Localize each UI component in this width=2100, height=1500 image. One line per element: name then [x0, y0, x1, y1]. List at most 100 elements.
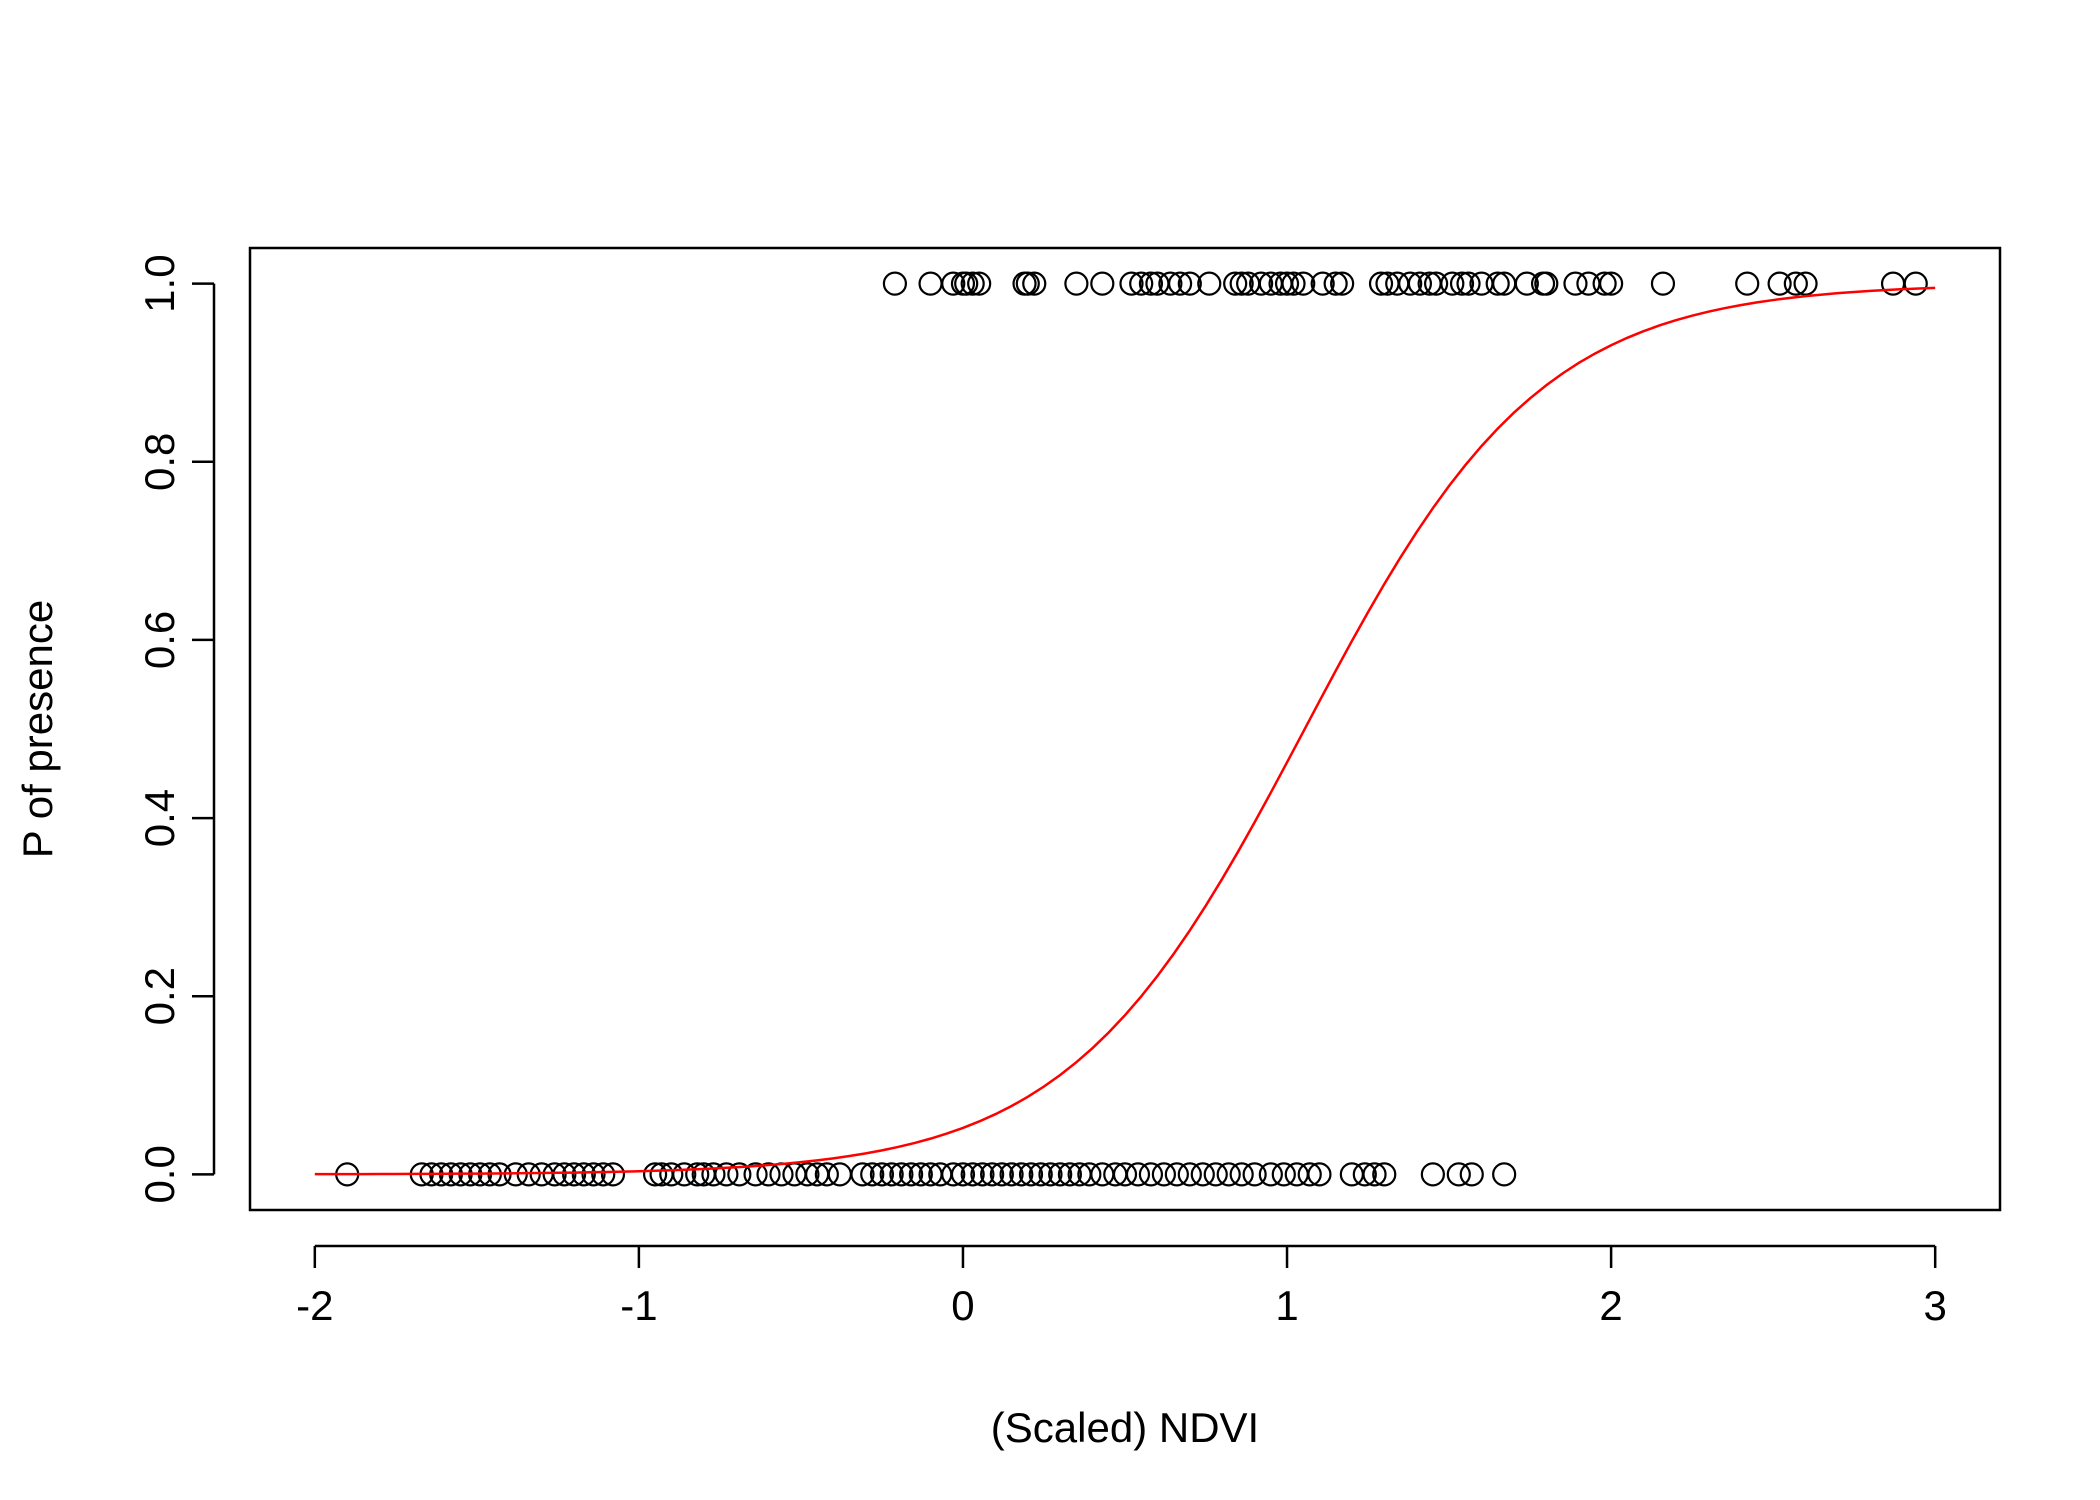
data-point [1090, 1162, 1115, 1187]
y-tick-label: 0.2 [136, 967, 183, 1025]
data-point [1077, 1162, 1102, 1187]
data-point [1164, 1162, 1189, 1187]
data-point [1103, 1162, 1128, 1187]
data-point [1424, 271, 1449, 296]
data-point [1514, 271, 1539, 296]
data-point [1203, 1162, 1228, 1187]
data-point [970, 1162, 995, 1187]
y-tick-label: 0.0 [136, 1145, 183, 1203]
data-point [756, 1162, 781, 1187]
data-point [1167, 271, 1193, 296]
data-point [1650, 271, 1676, 296]
data-point [918, 271, 943, 296]
points-layer [335, 271, 1928, 1187]
data-point [1385, 271, 1410, 296]
data-point [941, 271, 966, 296]
data-point [814, 1162, 839, 1187]
data-point [1362, 1162, 1387, 1187]
y-tick-label: 1.0 [136, 254, 183, 312]
data-point [727, 1162, 752, 1187]
data-point [1368, 271, 1394, 296]
data-point [1022, 271, 1047, 296]
data-point [769, 1162, 794, 1187]
data-point [1274, 271, 1300, 296]
data-point [1323, 271, 1348, 296]
data-point [960, 271, 985, 296]
data-point [1449, 271, 1475, 296]
data-point [1271, 1162, 1296, 1187]
data-point [795, 1162, 820, 1187]
data-point [1407, 271, 1433, 296]
data-point [1125, 1162, 1151, 1187]
x-tick-label: 1 [1275, 1282, 1298, 1329]
data-point [1420, 1162, 1445, 1187]
data-point [529, 1162, 554, 1187]
data-point [1793, 271, 1818, 296]
x-tick-label: 3 [1924, 1282, 1947, 1329]
data-point [1307, 1162, 1332, 1187]
data-point [1249, 271, 1274, 296]
data-point [714, 1162, 739, 1187]
data-point [561, 1162, 587, 1187]
data-point [1592, 271, 1617, 296]
data-point [659, 1162, 684, 1187]
data-point [1138, 1162, 1164, 1187]
data-point [879, 1162, 904, 1187]
data-point [954, 271, 979, 296]
data-point [805, 1162, 830, 1187]
plot-frame [248, 246, 2002, 1212]
x-tick-label: 2 [1599, 1282, 1622, 1329]
data-point [1330, 271, 1355, 296]
data-point [899, 1162, 924, 1187]
data-point [1190, 1162, 1215, 1187]
data-point [542, 1162, 567, 1187]
data-point [1223, 271, 1248, 296]
data-point [743, 1162, 768, 1187]
data-point [1783, 271, 1808, 296]
data-point [1064, 271, 1089, 296]
data-point [827, 1162, 852, 1187]
y-tick-label: 0.4 [136, 789, 183, 847]
data-point [600, 1162, 626, 1187]
data-point [860, 1162, 885, 1187]
data-point [1151, 1162, 1176, 1187]
data-point [960, 1162, 985, 1187]
y-tick-label: 0.6 [136, 611, 183, 669]
x-tick-label: 0 [951, 1282, 974, 1329]
data-point [908, 1162, 933, 1187]
data-point [980, 1162, 1005, 1187]
data-point [1456, 271, 1481, 296]
data-point [1880, 271, 1906, 296]
data-point [1446, 1162, 1471, 1187]
x-axis: -2 -1 0 1 2 3 [296, 1244, 1947, 1329]
data-point [1534, 271, 1559, 296]
data-point [889, 1162, 914, 1187]
data-point [1216, 1162, 1241, 1187]
x-tick-label: -1 [620, 1282, 657, 1329]
data-point [1258, 1162, 1283, 1187]
data-point [1112, 1162, 1138, 1187]
data-point [1352, 1162, 1377, 1187]
data-point [1057, 1162, 1083, 1187]
data-point [850, 1162, 875, 1187]
data-point [552, 1162, 577, 1187]
data-point [591, 1162, 616, 1187]
data-point [581, 1162, 606, 1187]
data-point [1242, 1162, 1267, 1187]
data-point [1398, 271, 1423, 296]
data-point [1177, 1162, 1202, 1187]
data-point [1903, 271, 1928, 296]
data-point [882, 271, 908, 296]
data-point [1284, 1162, 1309, 1187]
x-tick-label: -2 [296, 1282, 333, 1329]
data-point [1138, 271, 1164, 296]
data-point [571, 1162, 596, 1187]
data-point [1485, 271, 1510, 296]
data-point [989, 1162, 1014, 1187]
data-point [1158, 271, 1183, 296]
data-point [1599, 271, 1624, 296]
data-point [1197, 271, 1222, 296]
data-point [1291, 271, 1316, 296]
data-point [1177, 271, 1202, 296]
